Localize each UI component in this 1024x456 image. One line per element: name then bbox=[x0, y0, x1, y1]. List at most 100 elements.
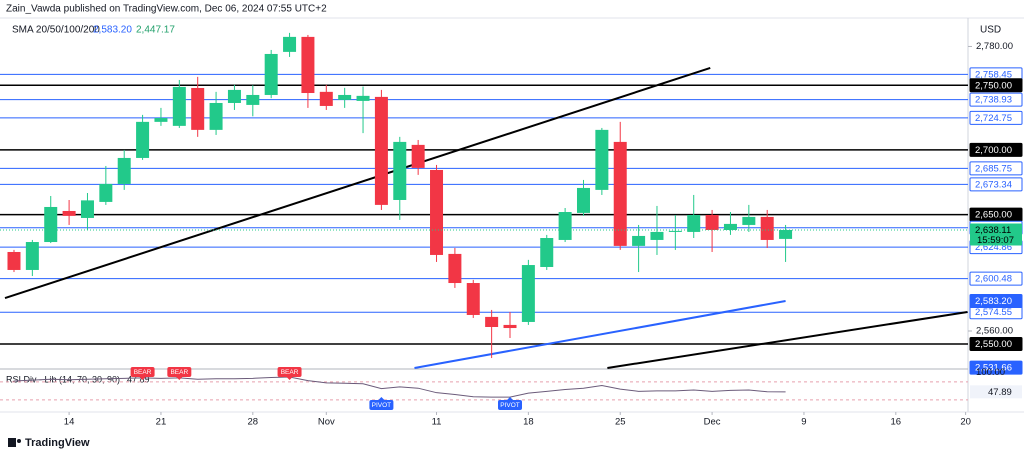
signal-pointer bbox=[378, 397, 385, 400]
candle-body bbox=[136, 121, 150, 158]
candle-body bbox=[760, 216, 774, 240]
signal-label: BEAR bbox=[170, 369, 188, 376]
candle-body bbox=[44, 206, 58, 243]
level-label: 2,700.00 bbox=[975, 145, 1012, 156]
signal-box bbox=[498, 400, 523, 410]
level-label: 2,758.45 bbox=[975, 69, 1012, 80]
brand: TradingView bbox=[25, 437, 90, 449]
candle-body bbox=[742, 216, 756, 225]
x-tick-label: Nov bbox=[318, 417, 335, 428]
x-tick-label: 11 bbox=[432, 417, 442, 428]
candle-body bbox=[283, 36, 297, 52]
candle-body bbox=[558, 212, 572, 240]
candle-body bbox=[540, 238, 554, 267]
candle-body bbox=[374, 96, 388, 205]
signal-label: BEAR bbox=[134, 369, 152, 376]
candle-body bbox=[356, 95, 370, 101]
signal-box bbox=[167, 367, 192, 377]
signal-pointer bbox=[139, 377, 146, 380]
trend-label-box bbox=[969, 360, 1023, 375]
candle-body bbox=[209, 102, 223, 130]
signal-box bbox=[130, 367, 155, 377]
sma-label: 2,583.20 bbox=[975, 296, 1012, 307]
level-label-box bbox=[969, 271, 1023, 286]
x-tick-label: 21 bbox=[156, 417, 167, 428]
level-label: 2,624.86 bbox=[975, 242, 1012, 253]
plot-area bbox=[0, 32, 968, 369]
candle-body bbox=[430, 169, 444, 255]
signal-label: BEAR bbox=[281, 369, 299, 376]
currency: USD bbox=[980, 25, 1001, 36]
candle-body bbox=[246, 94, 260, 105]
x-tick-label: 14 bbox=[64, 417, 75, 428]
level-label: 2,738.93 bbox=[975, 95, 1012, 106]
candle-body bbox=[338, 94, 352, 100]
candle-body bbox=[117, 157, 131, 184]
candle-body bbox=[319, 91, 333, 106]
signal-pointer bbox=[286, 377, 293, 380]
x-tick-label: 16 bbox=[891, 417, 902, 428]
level-label: 2,750.00 bbox=[975, 80, 1012, 91]
candle-body bbox=[172, 86, 186, 126]
candle-body bbox=[62, 210, 76, 216]
logo: TradingView bbox=[8, 437, 90, 449]
candle-body bbox=[521, 265, 535, 322]
signal-pointer bbox=[507, 397, 514, 400]
signal-box bbox=[277, 367, 302, 377]
candle-body bbox=[264, 53, 278, 95]
candle-body bbox=[191, 87, 205, 130]
x-tick-label: 18 bbox=[523, 417, 534, 428]
candle-body bbox=[448, 253, 462, 284]
level-label: 2,724.75 bbox=[975, 113, 1012, 124]
candle-body bbox=[411, 144, 425, 168]
signal-label: PIVOT bbox=[372, 402, 392, 409]
candle-body bbox=[576, 187, 590, 213]
candle-body bbox=[503, 324, 517, 329]
candle-body bbox=[99, 183, 113, 202]
sma-value: 2,447.17 bbox=[136, 25, 175, 36]
sma-value: 2,583.20 bbox=[93, 25, 132, 36]
rsi-value: 47.89 bbox=[127, 374, 150, 384]
signal-label: PIVOT bbox=[500, 402, 520, 409]
candle-body bbox=[466, 283, 480, 315]
trendline bbox=[414, 300, 786, 369]
level-label-box bbox=[969, 110, 1023, 125]
level-label: 2,574.55 bbox=[975, 307, 1012, 318]
candle-body bbox=[80, 200, 94, 218]
publisher: Zain_Vawda published on TradingView.com,… bbox=[6, 4, 327, 15]
trendline bbox=[4, 66, 711, 299]
y-tick-label: 2,780.00 bbox=[976, 41, 1013, 52]
candle-body bbox=[595, 129, 609, 190]
sma-label-box bbox=[969, 294, 1023, 309]
x-tick-label: Dec bbox=[704, 417, 721, 428]
level-label-box bbox=[969, 92, 1023, 107]
rsi-last-box bbox=[970, 385, 1022, 399]
candle-body bbox=[779, 229, 793, 239]
candle-body bbox=[301, 36, 315, 94]
level-label-box bbox=[969, 336, 1023, 351]
candle-body bbox=[632, 235, 646, 246]
y-tick-label: 2,560.00 bbox=[976, 326, 1013, 337]
candle-body bbox=[154, 117, 168, 122]
level-label: 2,650.00 bbox=[975, 210, 1012, 221]
x-tick-label: 20 bbox=[960, 417, 971, 428]
candle-body bbox=[723, 223, 737, 230]
candle-body bbox=[668, 230, 682, 232]
level-label-box bbox=[969, 78, 1023, 93]
level-label: 2,550.00 bbox=[975, 339, 1012, 350]
level-label-box bbox=[969, 142, 1023, 157]
candle-body bbox=[227, 89, 241, 103]
signal-pointer bbox=[176, 377, 183, 380]
rsi-tick-label: 100.00 bbox=[976, 367, 1005, 378]
candle-body bbox=[705, 214, 719, 230]
level-label: 2,685.75 bbox=[975, 163, 1012, 174]
last-price-box bbox=[970, 223, 1022, 246]
signal-box bbox=[369, 400, 394, 410]
level-label-box bbox=[969, 177, 1023, 192]
candle-body bbox=[650, 231, 664, 240]
level-label: 2,673.34 bbox=[975, 179, 1012, 190]
rsi-last-label: 47.89 bbox=[988, 387, 1012, 398]
level-label-box bbox=[969, 161, 1023, 176]
trendline bbox=[607, 311, 968, 369]
